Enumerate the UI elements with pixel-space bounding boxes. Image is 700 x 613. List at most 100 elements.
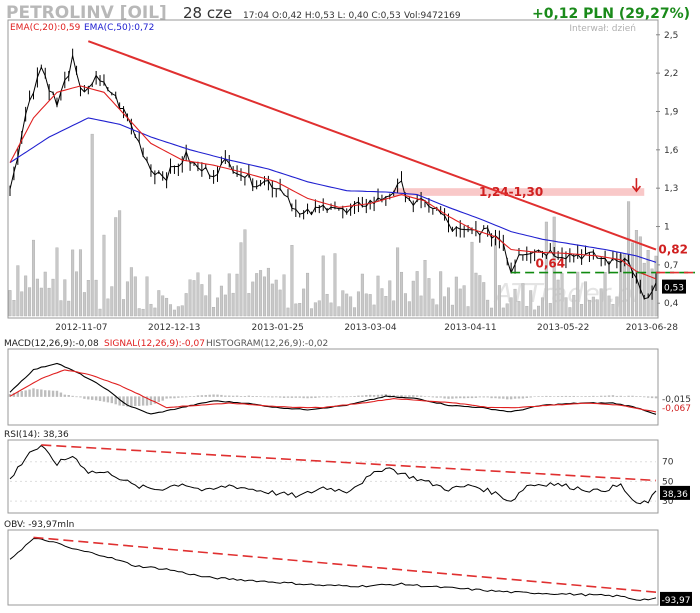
volume-bar: [75, 271, 79, 317]
volume-bar: [509, 297, 513, 317]
histogram-bar: [607, 395, 611, 397]
volume-bar: [446, 287, 450, 317]
histogram-bar: [568, 396, 572, 397]
price-ytick-label: 0,4: [664, 299, 679, 309]
volume-bar: [544, 221, 548, 317]
histogram-bar: [517, 396, 521, 399]
volume-bar: [90, 133, 94, 317]
histogram-legend: HISTOGRAM(12,26,9):-0,02: [206, 339, 328, 349]
volume-bar: [353, 307, 357, 317]
histogram-bar: [271, 396, 274, 398]
volume-bar: [169, 304, 173, 317]
histogram-bar: [55, 390, 59, 397]
histogram-bar: [627, 395, 630, 397]
volume-bar: [505, 303, 509, 317]
histogram-bar: [427, 396, 431, 398]
histogram-bar: [310, 396, 313, 399]
histogram-bar: [443, 396, 446, 399]
histogram-bar: [451, 396, 454, 399]
histogram-bar: [169, 396, 172, 399]
volume-bar: [501, 307, 505, 317]
volume-bar: [180, 305, 184, 317]
volume-bar: [266, 267, 270, 317]
signal-legend: SIGNAL(12,26,9):-0,07: [104, 339, 205, 349]
rsi-ytick-label: 30: [662, 497, 674, 507]
volume-bar: [208, 274, 212, 317]
trendline: [87, 40, 657, 251]
volume-bar: [8, 290, 12, 317]
volume-bar: [356, 291, 360, 317]
histogram-bar: [47, 390, 51, 397]
histogram-bar: [341, 396, 344, 398]
histogram-bar: [134, 396, 137, 406]
volume-bar: [78, 249, 82, 317]
volume-bar: [638, 236, 642, 317]
volume-bar: [540, 297, 544, 317]
histogram-bar: [71, 395, 74, 397]
zone-label: 1,24-1,30: [479, 185, 543, 199]
volume-bar: [239, 242, 243, 317]
volume-bar: [564, 297, 568, 317]
histogram-bar: [192, 396, 196, 397]
volume-bar: [251, 281, 255, 317]
histogram-bar: [388, 394, 391, 397]
volume-bar: [149, 303, 153, 317]
histogram-bar: [486, 396, 489, 398]
volume-bar: [587, 299, 591, 317]
histogram-bar: [98, 396, 102, 402]
signal-value-label: -0,067: [662, 404, 691, 414]
histogram-bar: [177, 396, 180, 398]
macd-value-label: -0,015: [662, 395, 691, 405]
histogram-bar: [102, 396, 106, 402]
histogram-bar: [380, 394, 384, 397]
volume-bar: [302, 288, 306, 317]
histogram-bar: [59, 392, 63, 397]
histogram-bar: [572, 395, 575, 397]
volume-bar: [450, 304, 454, 317]
volume-bar: [219, 285, 223, 317]
ticker-title: PETROLINV [OIL]: [6, 3, 167, 23]
price-ytick-label: 2,2: [664, 69, 678, 79]
volume-bar: [435, 304, 439, 317]
histogram-bar: [650, 396, 654, 399]
histogram-bar: [541, 396, 544, 397]
volume-bar: [607, 295, 611, 317]
support-label: 0,64: [535, 257, 565, 271]
histogram-bar: [75, 396, 78, 398]
histogram-bar: [63, 394, 67, 397]
histogram-bar: [623, 396, 626, 397]
volume-bar: [493, 238, 497, 317]
histogram-bar: [36, 389, 39, 397]
histogram-bar: [333, 396, 337, 397]
histogram-bar: [404, 395, 407, 397]
volume-bar: [212, 307, 216, 317]
histogram-bar: [400, 395, 403, 397]
volume-bar: [407, 301, 411, 317]
rsi-ytick-label: 50: [662, 477, 674, 487]
histogram-bar: [251, 396, 254, 397]
obv-panel: [7, 529, 659, 606]
volume-bar: [59, 300, 63, 317]
x-tick-label: 2012-11-07: [55, 323, 107, 333]
volume-bar: [537, 305, 541, 317]
histogram-bar: [67, 394, 70, 397]
time-label: 17:04: [243, 11, 269, 21]
x-tick-label: 2013-01-25: [252, 323, 304, 333]
volume-bar: [20, 291, 24, 317]
volume-bar: [294, 303, 298, 317]
price-ytick-label: 0,7: [664, 261, 678, 271]
volume-bar: [568, 307, 572, 317]
histogram-bar: [181, 396, 184, 398]
histogram-bar: [470, 396, 474, 399]
volume-bar: [51, 278, 55, 317]
histogram-bar: [564, 395, 568, 397]
volume-bar: [411, 280, 415, 317]
histogram-bar: [560, 396, 564, 397]
histogram-bar: [325, 396, 329, 398]
volume-bar: [235, 273, 239, 317]
volume-bar: [16, 265, 20, 317]
volume-bar: [94, 279, 98, 317]
histogram-bar: [506, 396, 509, 400]
histogram-bar: [216, 394, 219, 397]
volume-bar: [188, 279, 192, 317]
